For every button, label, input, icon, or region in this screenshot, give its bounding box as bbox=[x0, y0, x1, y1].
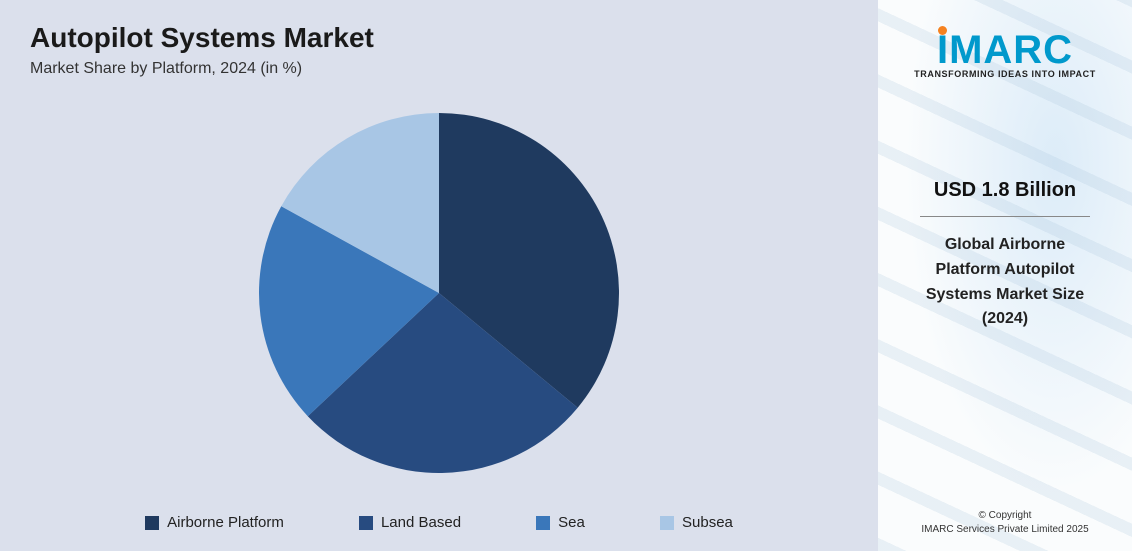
legend-swatch bbox=[359, 516, 373, 530]
legend-item: Subsea bbox=[660, 514, 733, 531]
stat-label-line: (2024) bbox=[982, 310, 1028, 327]
brand-logo: IMARC TRANSFORMING IDEAS INTO IMPACT bbox=[914, 28, 1096, 79]
pie-chart-area bbox=[30, 78, 848, 508]
brand-logo-dot-icon bbox=[938, 26, 947, 35]
legend-item: Sea bbox=[536, 514, 585, 531]
legend-label: Subsea bbox=[682, 514, 733, 531]
stat-label-line: Global Airborne bbox=[945, 236, 1065, 253]
pie-chart bbox=[259, 113, 619, 473]
legend: Airborne Platform Land Based Sea Subsea bbox=[30, 508, 848, 535]
legend-swatch bbox=[145, 516, 159, 530]
page-subtitle: Market Share by Platform, 2024 (in %) bbox=[30, 60, 848, 78]
copyright-line: © Copyright bbox=[979, 510, 1032, 521]
legend-swatch bbox=[660, 516, 674, 530]
legend-label: Sea bbox=[558, 514, 585, 531]
legend-label: Airborne Platform bbox=[167, 514, 284, 531]
copyright: © Copyright IMARC Services Private Limit… bbox=[878, 509, 1132, 537]
stat-callout: USD 1.8 Billion Global Airborne Platform… bbox=[898, 179, 1112, 332]
brand-logo-text: IMARC bbox=[914, 28, 1096, 73]
side-panel: IMARC TRANSFORMING IDEAS INTO IMPACT USD… bbox=[878, 0, 1132, 551]
brand-logo-i: I bbox=[937, 28, 949, 72]
infographic-root: Autopilot Systems Market Market Share by… bbox=[0, 0, 1132, 551]
brand-logo-rest: MARC bbox=[949, 28, 1073, 72]
legend-item: Airborne Platform bbox=[145, 514, 284, 531]
stat-label-line: Platform Autopilot bbox=[936, 261, 1075, 278]
pie-chart-svg bbox=[259, 113, 619, 473]
chart-panel: Autopilot Systems Market Market Share by… bbox=[0, 0, 878, 551]
legend-swatch bbox=[536, 516, 550, 530]
stat-label-line: Systems Market Size bbox=[926, 286, 1084, 303]
stat-divider bbox=[920, 216, 1090, 217]
stat-value: USD 1.8 Billion bbox=[920, 179, 1090, 202]
legend-item: Land Based bbox=[359, 514, 461, 531]
stat-label: Global Airborne Platform Autopilot Syste… bbox=[920, 233, 1090, 332]
copyright-line: IMARC Services Private Limited 2025 bbox=[921, 524, 1088, 535]
page-title: Autopilot Systems Market bbox=[30, 22, 848, 54]
legend-label: Land Based bbox=[381, 514, 461, 531]
